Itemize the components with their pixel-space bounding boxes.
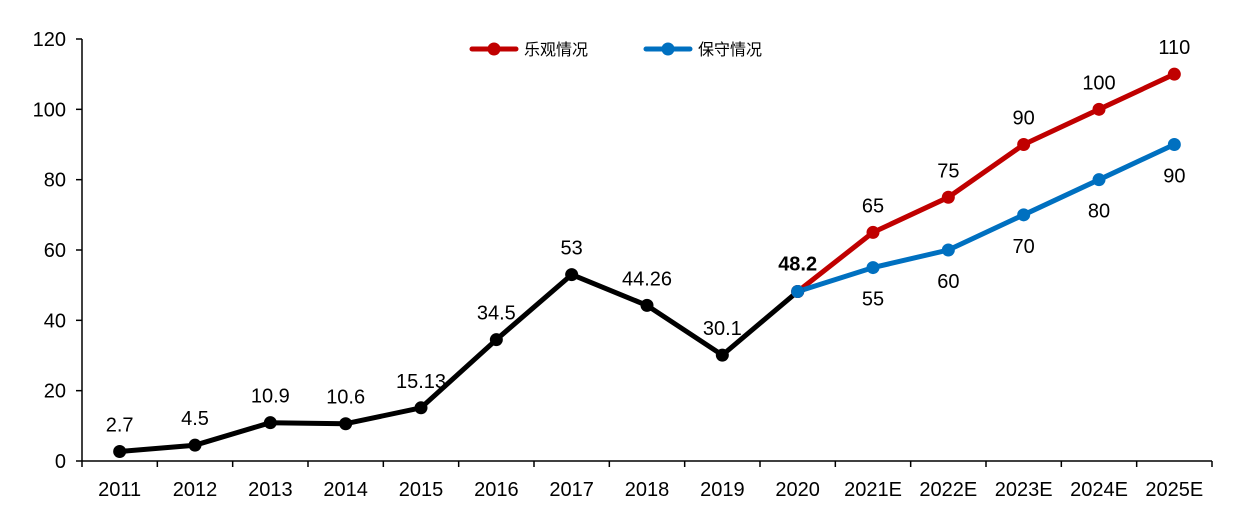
x-tick-label: 2013	[248, 479, 293, 501]
data-label-historical: 44.26	[622, 268, 672, 290]
data-point-optimistic	[941, 190, 955, 204]
data-point-historical	[489, 333, 503, 347]
data-label-historical: 30.1	[703, 318, 742, 340]
data-label-historical: 4.5	[181, 408, 209, 430]
legend-label-conservative: 保守情况	[698, 40, 762, 59]
data-point-optimistic	[1092, 102, 1106, 116]
x-tick-label: 2015	[399, 479, 444, 501]
x-tick-label: 2021E	[844, 479, 902, 501]
y-tick-label: 40	[44, 310, 66, 332]
series-lines	[117, 71, 1177, 454]
x-tick-label: 2020	[775, 479, 820, 501]
data-point-optimistic	[866, 225, 880, 239]
data-label-optimistic: 110	[1158, 37, 1190, 59]
x-tick-label: 2022E	[919, 479, 977, 501]
x-tick-label: 2025E	[1145, 479, 1203, 501]
x-tick-label: 2018	[625, 479, 670, 501]
series-line-conservative	[795, 142, 1177, 294]
data-labels: 2.7 4.5 10.9 10.6 15.13 34.5 53 44.26 30.1 48.2 65…	[106, 37, 1191, 436]
data-label-conservative: 70	[1013, 236, 1035, 258]
data-point-historical	[263, 416, 277, 430]
x-tick-label: 2019	[700, 479, 745, 501]
x-tick-label: 2014	[323, 479, 368, 501]
data-point-conservative	[941, 243, 955, 257]
data-label-historical: 10.9	[251, 386, 290, 408]
x-tick-label: 2011	[98, 479, 141, 501]
data-point-conservative	[1167, 138, 1181, 151]
data-label-optimistic: 100	[1082, 72, 1115, 94]
legend-marker-conservative	[661, 42, 675, 56]
data-label-historical: 48.2	[778, 253, 817, 275]
data-label-optimistic: 90	[1013, 108, 1035, 130]
data-point-conservative	[1017, 208, 1031, 222]
data-label-conservative: 60	[937, 271, 959, 293]
y-tick-label: 100	[33, 99, 66, 121]
legend-label-optimistic: 乐观情况	[524, 40, 588, 59]
series-line-optimistic	[795, 71, 1177, 294]
data-label-conservative: 55	[862, 289, 884, 311]
data-point-historical	[715, 348, 729, 362]
x-tick-label: 2024E	[1070, 479, 1128, 501]
data-point-conservative	[866, 261, 880, 275]
x-tick-label: 2023E	[995, 479, 1053, 501]
data-point-conservative	[1092, 173, 1106, 187]
data-point-optimistic	[1167, 67, 1181, 81]
data-point-historical	[113, 445, 127, 459]
data-point-historical	[565, 268, 579, 282]
data-label-historical: 15.13	[396, 371, 446, 393]
legend-marker-optimistic	[487, 42, 501, 56]
data-label-conservative: 90	[1163, 166, 1185, 188]
y-tick-label: 20	[44, 381, 66, 403]
y-tick-label: 60	[44, 240, 66, 262]
data-label-conservative: 80	[1088, 201, 1110, 223]
data-label-historical: 34.5	[477, 303, 516, 325]
data-point-historical	[414, 401, 428, 415]
y-tick-label: 80	[44, 170, 66, 192]
data-label-historical: 2.7	[106, 415, 134, 437]
legend: 乐观情况 保守情况	[469, 40, 762, 59]
data-point-historical	[188, 438, 202, 452]
series-line-historical	[117, 272, 801, 454]
axes: 0 20 40 60 80 100 120 2011 2012 2013 2014 2015 2016 2…	[33, 29, 1213, 501]
x-tick-label: 2016	[474, 479, 519, 501]
data-label-historical: 10.6	[326, 387, 365, 409]
data-point-historical	[640, 298, 654, 312]
x-tick-label: 2012	[173, 479, 218, 501]
series-points	[113, 67, 1181, 459]
x-tick-label: 2017	[549, 479, 594, 501]
data-point-conservative	[791, 284, 805, 298]
y-tick-label: 120	[33, 29, 66, 51]
data-label-optimistic: 75	[937, 160, 959, 182]
y-tick-label: 0	[55, 451, 66, 473]
data-point-optimistic	[1017, 138, 1031, 151]
data-label-historical: 53	[561, 238, 583, 260]
data-point-historical	[339, 417, 353, 431]
data-label-optimistic: 65	[862, 195, 884, 217]
